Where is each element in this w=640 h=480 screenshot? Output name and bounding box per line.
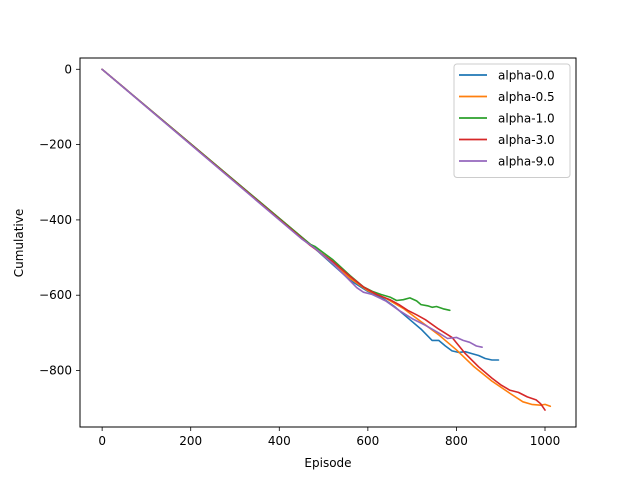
series-layer: [101, 68, 552, 411]
legend-box: [453, 63, 571, 178]
legend-label: alpha-3.0: [498, 133, 555, 147]
x-tick-label: 1000: [530, 434, 561, 448]
legend-label: alpha-1.0: [498, 112, 555, 126]
y-tick-label: −800: [39, 364, 72, 378]
x-axis-label: Episode: [304, 456, 351, 470]
y-axis-label: Cumulative: [12, 209, 26, 278]
x-tick-label: 200: [179, 434, 202, 448]
y-tick-label: −400: [39, 213, 72, 227]
legend-label: alpha-9.0: [498, 155, 555, 169]
series-line-alpha-1.0: [101, 68, 451, 312]
x-tick-label: 800: [445, 434, 468, 448]
y-tick-label: 0: [64, 62, 72, 76]
x-tick-label: 600: [356, 434, 379, 448]
legend: alpha-0.0 alpha-0.5 alpha-1.0 alpha-3.0 alph…: [453, 63, 571, 178]
x-tick-label: 0: [98, 434, 106, 448]
y-tick-label: −600: [39, 288, 72, 302]
series-line-alpha-3.0: [101, 68, 546, 411]
series-line-alpha-9.0: [101, 68, 483, 349]
legend-label: alpha-0.0: [498, 69, 555, 83]
axes-layer: 0 200 400 600 800 1000 0 −200 −400 −600 −800: [39, 62, 560, 448]
y-tick-label: −200: [39, 138, 72, 152]
legend-label: alpha-0.5: [498, 90, 555, 104]
plot-frame: [79, 57, 577, 428]
x-tick-label: 400: [268, 434, 291, 448]
